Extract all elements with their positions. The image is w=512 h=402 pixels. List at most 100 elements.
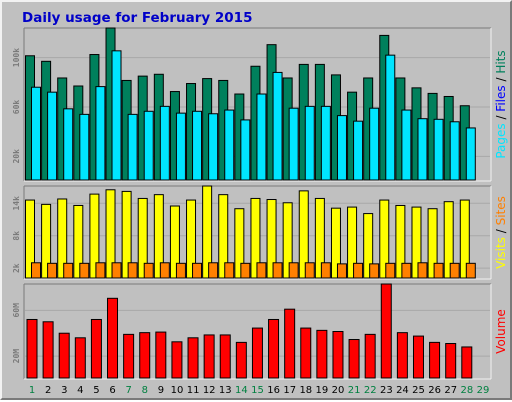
bar-sites xyxy=(385,262,396,279)
bar-volume xyxy=(461,346,473,379)
bar-pages xyxy=(449,121,460,181)
y-tick-label: 60k xyxy=(12,100,21,115)
x-tick-label: 19 xyxy=(316,385,329,396)
bar-visits xyxy=(73,204,84,279)
x-tick-label: 17 xyxy=(283,385,296,396)
bar-visits xyxy=(411,206,422,279)
bar-pages xyxy=(288,107,299,181)
bar-sites xyxy=(288,262,299,279)
bar-volume xyxy=(155,331,167,379)
x-tick-label: 15 xyxy=(251,385,264,396)
y-tick-label: 100k xyxy=(12,48,21,67)
y-tick-label: 2k xyxy=(12,263,21,273)
bar-volume xyxy=(396,332,408,379)
bar-volume xyxy=(107,297,119,379)
bar-pages xyxy=(208,113,219,181)
bar-pages xyxy=(385,54,396,181)
bar-sites xyxy=(369,263,380,279)
right-axis-label-part: Sites xyxy=(494,196,508,225)
bar-visits xyxy=(395,204,406,279)
series-sites xyxy=(31,262,476,279)
bar-sites xyxy=(127,262,138,279)
bar-sites xyxy=(304,262,315,279)
bar-pages xyxy=(417,118,428,181)
y-tick-label: 14k xyxy=(12,196,21,211)
bar-visits xyxy=(379,199,390,279)
bar-sites xyxy=(320,262,331,279)
bar-visits xyxy=(347,206,358,279)
x-tick-label: 18 xyxy=(299,385,312,396)
bar-visits xyxy=(443,201,454,279)
bar-pages xyxy=(31,86,41,181)
bar-volume xyxy=(26,318,38,379)
bar-pages xyxy=(256,93,267,181)
x-tick-label: 1 xyxy=(29,385,35,396)
bar-visits xyxy=(25,199,35,279)
bar-volume xyxy=(187,337,199,379)
x-tick-label: 16 xyxy=(267,385,280,396)
bar-visits xyxy=(363,213,374,279)
bar-volume xyxy=(300,327,312,379)
bar-pages xyxy=(143,110,154,181)
series-visits xyxy=(25,185,470,279)
bar-visits xyxy=(250,197,261,279)
bar-sites xyxy=(240,262,251,279)
bar-sites xyxy=(256,262,267,279)
x-tick-label: 27 xyxy=(444,385,457,396)
bar-sites xyxy=(175,262,186,279)
bar-volume xyxy=(235,341,247,379)
bar-volume xyxy=(219,334,231,379)
bar-sites xyxy=(465,262,476,279)
x-tick-label: 13 xyxy=(219,385,232,396)
x-tick-label: 7 xyxy=(125,385,131,396)
bar-volume xyxy=(268,318,280,379)
bar-visits xyxy=(89,193,100,279)
x-tick-label: 29 xyxy=(477,385,490,396)
bar-volume xyxy=(139,332,151,379)
bar-volume xyxy=(284,308,296,379)
bar-visits xyxy=(153,194,164,279)
x-tick-label: 4 xyxy=(77,385,83,396)
bar-volume xyxy=(429,341,441,379)
x-tick-label: 23 xyxy=(380,385,393,396)
bar-visits xyxy=(427,208,438,279)
bar-volume xyxy=(74,337,86,379)
right-axis-label: Pages / Files / Hits xyxy=(494,50,508,158)
bar-volume xyxy=(316,329,328,379)
bar-pages xyxy=(175,112,186,181)
x-tick-label: 2 xyxy=(45,385,51,396)
bar-sites xyxy=(433,262,444,279)
right-axis-label: Visits / Sites xyxy=(494,196,508,269)
x-tick-label: 22 xyxy=(364,385,377,396)
bar-volume xyxy=(348,339,360,379)
bar-visits xyxy=(41,203,52,279)
bar-pages xyxy=(240,119,251,181)
bar-pages xyxy=(47,91,58,181)
x-tick-label: 11 xyxy=(187,385,200,396)
chart-panels: 100k 60k 20k Pages / Files / Hits 14k 8k 2k Vis… xyxy=(12,27,508,380)
bar-sites xyxy=(47,262,58,279)
bar-volume xyxy=(123,333,135,379)
bar-volume xyxy=(58,332,70,379)
y-tick-label: 8k xyxy=(12,231,21,241)
x-tick-label: 25 xyxy=(412,385,425,396)
bar-sites xyxy=(111,262,122,279)
panel-volume: 60M 20M Volume xyxy=(12,283,508,380)
bar-volume xyxy=(380,283,392,379)
bar-visits xyxy=(202,185,213,279)
bar-volume xyxy=(171,341,183,379)
bar-sites xyxy=(192,262,203,279)
y-tick-label: 60M xyxy=(12,303,21,318)
series-pages xyxy=(31,50,476,181)
x-tick-label: 14 xyxy=(235,385,248,396)
bar-sites xyxy=(159,262,170,279)
bar-sites xyxy=(336,263,347,279)
bar-sites xyxy=(353,262,364,279)
bar-visits xyxy=(105,189,116,279)
right-axis-label-part: Pages xyxy=(494,123,508,158)
bar-volume xyxy=(251,327,263,379)
bar-volume xyxy=(203,334,215,379)
bar-visits xyxy=(330,207,341,279)
